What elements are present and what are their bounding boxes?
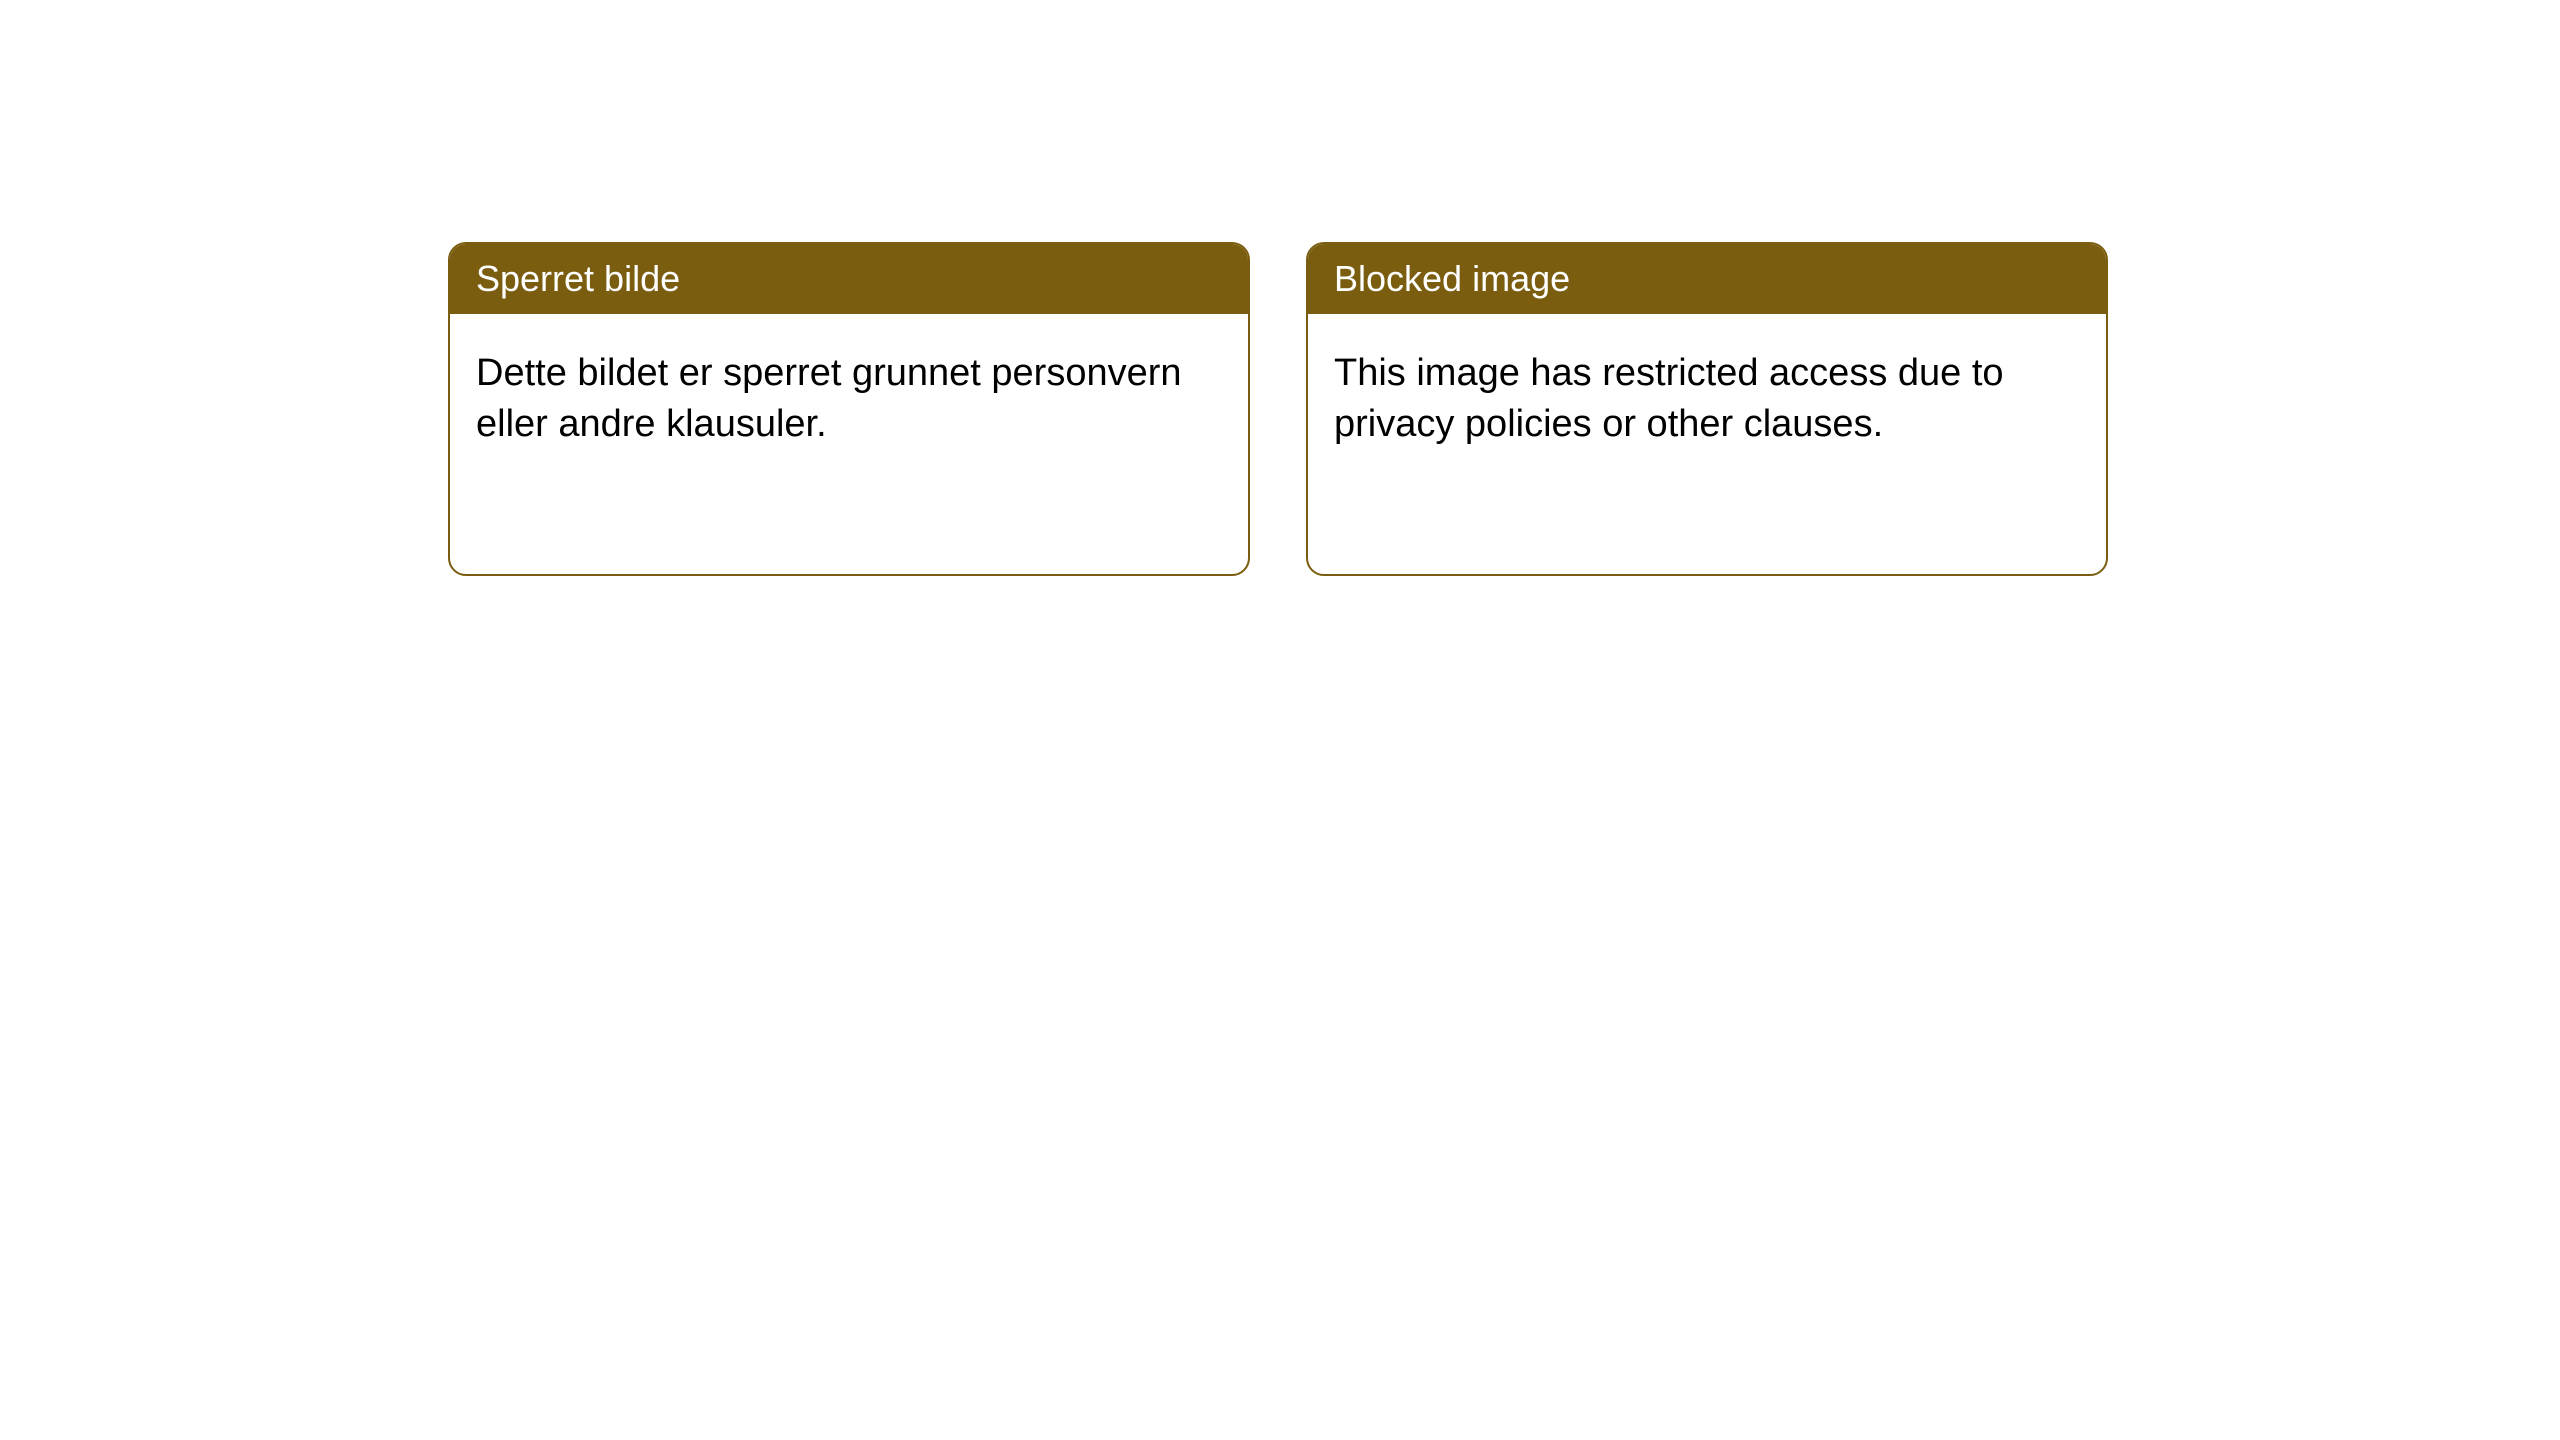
notice-card-body: This image has restricted access due to … [1308, 314, 2106, 485]
notice-card-norwegian: Sperret bilde Dette bildet er sperret gr… [448, 242, 1250, 576]
notice-card-english: Blocked image This image has restricted … [1306, 242, 2108, 576]
notice-card-header: Blocked image [1308, 244, 2106, 314]
notice-card-body: Dette bildet er sperret grunnet personve… [450, 314, 1248, 485]
notice-cards-container: Sperret bilde Dette bildet er sperret gr… [448, 242, 2108, 576]
notice-card-header: Sperret bilde [450, 244, 1248, 314]
